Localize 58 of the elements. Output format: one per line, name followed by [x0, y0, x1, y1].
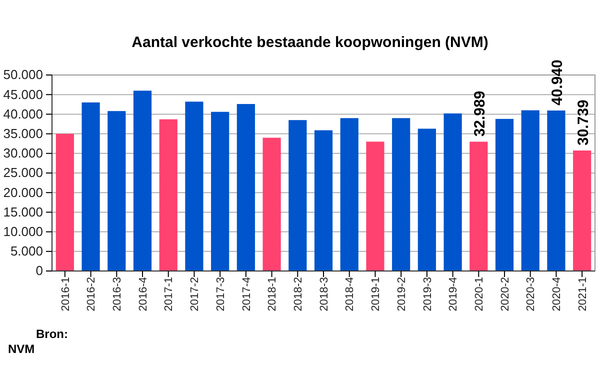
y-tick-label: 0 — [36, 263, 43, 278]
x-tick-label: 2017-4 — [240, 277, 253, 312]
y-tick-label: 40.000 — [3, 106, 43, 122]
y-tick-label: 30.000 — [3, 146, 43, 161]
bar — [418, 128, 436, 271]
y-tick-label: 10.000 — [3, 224, 43, 239]
y-tick-label: 45.000 — [3, 86, 43, 102]
y-tick-label: 20.000 — [3, 184, 43, 200]
y-tick-label: 25.000 — [3, 165, 43, 180]
bar — [56, 134, 74, 271]
y-tick-label: 5.000 — [10, 244, 43, 259]
x-tick-label: 2020-4 — [551, 277, 564, 312]
x-tick-label: 2017-3 — [214, 277, 227, 312]
bar — [262, 138, 281, 271]
text: Bron: NVM — [8, 327, 68, 356]
x-tick-label: 2017-1 — [163, 277, 176, 312]
bar — [211, 112, 230, 271]
bar — [521, 110, 540, 271]
data-label: 32.989 — [472, 90, 489, 137]
x-tick-label: 2019-4 — [448, 277, 460, 312]
bar — [185, 102, 204, 271]
bar — [159, 119, 178, 271]
bar — [470, 142, 488, 271]
x-tick-label: 2016-4 — [137, 277, 150, 312]
x-tick-label: 2018-1 — [266, 277, 279, 312]
x-tick-label: 2020-3 — [525, 277, 538, 312]
bar — [547, 110, 566, 271]
bar — [314, 130, 333, 271]
x-tick-label: 2016-3 — [111, 277, 124, 312]
x-tick-label: 2017-2 — [189, 277, 202, 312]
bar — [133, 90, 152, 271]
x-tick-label: 2019-3 — [422, 277, 434, 312]
bar — [340, 118, 358, 271]
x-tick-label: 2018-4 — [344, 277, 356, 312]
bar — [444, 113, 462, 271]
bar — [108, 111, 126, 271]
y-tick-label: 50.000 — [3, 67, 43, 82]
bar — [392, 118, 410, 271]
x-tick-label: 2020-2 — [499, 277, 512, 312]
bar — [495, 118, 514, 271]
x-tick-label: 2019-2 — [396, 277, 408, 312]
bar — [366, 142, 384, 271]
bar — [236, 104, 255, 271]
bar — [573, 150, 592, 271]
y-tick-label: 15.000 — [3, 204, 43, 220]
bar — [82, 102, 100, 271]
x-tick-label: 2016-2 — [86, 277, 98, 312]
chart-title: Aantal verkochte bestaande koopwoningen (NVM) — [132, 34, 488, 51]
x-tick-label: 2019-1 — [370, 277, 382, 312]
x-tick-label: 2018-2 — [292, 277, 304, 312]
x-tick-label: 2016-1 — [60, 277, 72, 312]
data-label: 30.739 — [575, 100, 592, 146]
x-tick-label: 2018-3 — [318, 277, 330, 312]
x-tick-label: 2020-1 — [473, 277, 486, 312]
data-label: 40.940 — [549, 60, 566, 106]
y-tick-label: 35.000 — [3, 126, 43, 141]
bar — [288, 120, 307, 271]
x-tick-label: 2021-1 — [576, 277, 589, 312]
